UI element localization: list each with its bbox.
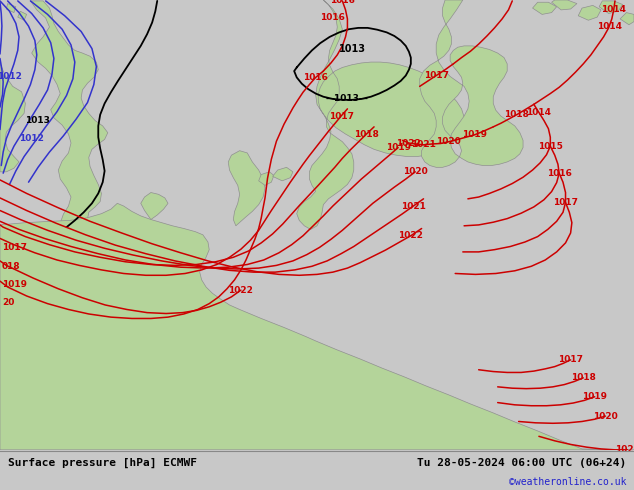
Polygon shape: [620, 13, 634, 24]
Polygon shape: [533, 2, 557, 14]
Text: 1017: 1017: [558, 355, 583, 365]
Text: 1019: 1019: [385, 143, 411, 152]
Text: —1013—: —1013—: [326, 95, 369, 103]
Polygon shape: [0, 203, 634, 450]
Polygon shape: [578, 5, 601, 20]
Text: 1016: 1016: [320, 14, 346, 23]
Polygon shape: [18, 11, 27, 20]
Text: 1022: 1022: [396, 139, 422, 147]
Text: 1012: 1012: [19, 134, 44, 143]
Polygon shape: [0, 63, 25, 172]
Polygon shape: [141, 193, 168, 220]
Text: 1017: 1017: [2, 243, 27, 252]
Text: 1015: 1015: [538, 142, 563, 151]
Polygon shape: [297, 0, 464, 229]
Text: 1022: 1022: [228, 286, 254, 294]
Text: 1020: 1020: [436, 137, 462, 146]
Text: 1020: 1020: [593, 412, 618, 420]
Text: 1016: 1016: [547, 169, 572, 178]
Polygon shape: [6, 3, 16, 13]
Text: 1016: 1016: [330, 0, 355, 5]
Polygon shape: [273, 167, 293, 181]
Text: 1016: 1016: [303, 73, 328, 82]
Text: 1014: 1014: [597, 23, 623, 31]
Text: 1018: 1018: [354, 129, 379, 139]
Text: 1018: 1018: [571, 373, 596, 382]
Text: 1022: 1022: [398, 231, 424, 240]
Polygon shape: [30, 1, 108, 255]
Text: 1017: 1017: [553, 198, 578, 207]
Text: 1020: 1020: [403, 167, 428, 176]
Text: 1012: 1012: [0, 72, 22, 81]
Text: 1017: 1017: [424, 71, 449, 80]
Text: 1014: 1014: [601, 5, 626, 14]
Text: 1013: 1013: [25, 116, 50, 125]
Text: 1014: 1014: [526, 108, 552, 117]
Text: 1017: 1017: [328, 112, 354, 121]
Polygon shape: [599, 1, 623, 14]
Text: 1018: 1018: [504, 110, 529, 119]
Text: 1019: 1019: [462, 130, 487, 140]
Text: ©weatheronline.co.uk: ©weatheronline.co.uk: [509, 477, 626, 487]
Text: 018: 018: [2, 262, 20, 271]
Polygon shape: [420, 0, 523, 167]
Polygon shape: [259, 172, 274, 185]
Text: 20: 20: [2, 298, 15, 307]
Text: Surface pressure [hPa] ECMWF: Surface pressure [hPa] ECMWF: [8, 458, 197, 468]
Polygon shape: [228, 151, 265, 226]
Text: 1013: 1013: [339, 44, 366, 53]
Text: 1019: 1019: [582, 392, 607, 401]
Text: 1021: 1021: [411, 140, 436, 149]
Text: 1019: 1019: [2, 280, 27, 289]
Text: 1021: 1021: [401, 201, 426, 211]
Text: 1022: 1022: [615, 445, 634, 454]
Polygon shape: [552, 0, 577, 10]
Text: Tu 28-05-2024 06:00 UTC (06+24): Tu 28-05-2024 06:00 UTC (06+24): [417, 458, 626, 467]
